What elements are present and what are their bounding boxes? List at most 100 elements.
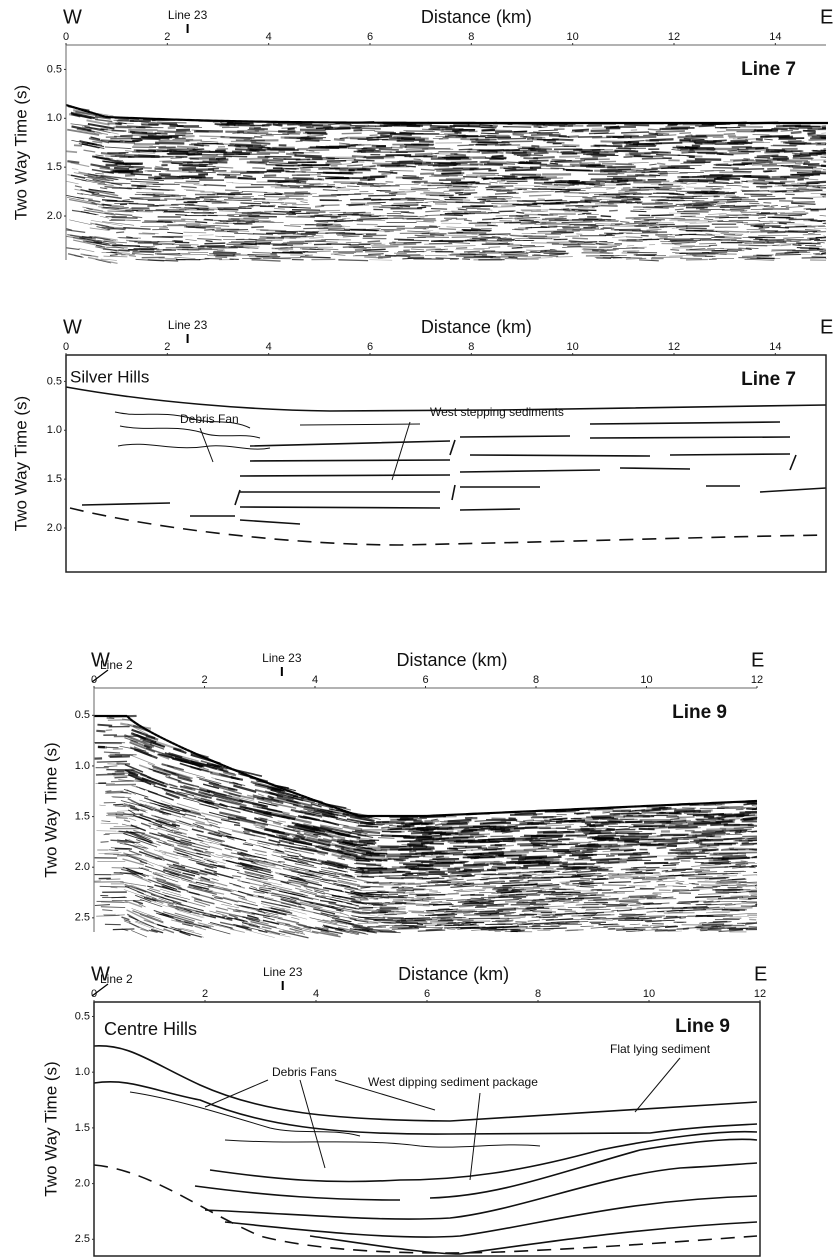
- reflector: [455, 193, 463, 194]
- reflector: [552, 900, 571, 901]
- reflector: [503, 150, 520, 151]
- reflector: [378, 846, 399, 847]
- reflector: [243, 176, 252, 177]
- reflector: [517, 844, 545, 845]
- reflector: [197, 239, 221, 240]
- reflector: [442, 824, 468, 825]
- reflector: [104, 752, 120, 753]
- reflector: [501, 838, 515, 839]
- reflector: [181, 176, 205, 177]
- reflector: [647, 911, 656, 912]
- reflector: [733, 160, 748, 161]
- reflector: [147, 886, 153, 887]
- reflector: [300, 202, 307, 203]
- reflector: [589, 867, 598, 868]
- reflector: [590, 859, 619, 860]
- reflector: [204, 219, 213, 220]
- reflector: [752, 805, 757, 806]
- reflector: [708, 817, 726, 818]
- seafloor: [289, 791, 292, 792]
- reflector: [640, 876, 659, 877]
- reflector: [391, 147, 403, 148]
- reflector: [596, 243, 614, 244]
- reflector: [88, 200, 100, 202]
- reflector: [360, 214, 375, 215]
- reflector: [88, 257, 118, 263]
- reflector: [232, 183, 253, 184]
- reflector: [562, 227, 579, 228]
- reflector: [411, 912, 434, 913]
- reflector: [371, 912, 388, 913]
- reflector: [616, 929, 637, 930]
- reflector: [183, 232, 206, 233]
- reflector: [249, 839, 279, 846]
- reflector: [185, 240, 196, 241]
- reflector: [430, 921, 453, 922]
- reflector: [464, 854, 485, 855]
- reflector: [528, 880, 551, 881]
- reflector: [409, 846, 427, 847]
- reflector: [225, 848, 233, 850]
- reflector: [95, 905, 110, 906]
- reflector: [197, 827, 220, 834]
- reflector: [742, 191, 769, 192]
- seafloor: [172, 743, 175, 744]
- reflector: [425, 215, 442, 216]
- reflector: [591, 879, 608, 880]
- seafloor: [169, 741, 172, 742]
- seafloor: [166, 740, 169, 741]
- reflector: [602, 851, 622, 852]
- reflector: [538, 906, 564, 907]
- reflector: [625, 191, 637, 192]
- reflector: [684, 813, 708, 814]
- reflector: [425, 202, 434, 203]
- reflector: [164, 929, 174, 933]
- seafloor: [202, 756, 205, 757]
- seafloor: [277, 786, 280, 787]
- reflector: [149, 828, 157, 830]
- reflector: [617, 910, 632, 911]
- reflector: [559, 216, 567, 217]
- reflector: [538, 146, 569, 147]
- reflector: [251, 227, 264, 228]
- reflector: [627, 199, 639, 200]
- reflector: [786, 207, 803, 208]
- seafloor: [295, 793, 298, 794]
- seafloor: [160, 737, 163, 739]
- reflector: [182, 817, 205, 824]
- seafloor: [298, 794, 301, 795]
- reflector: [172, 830, 187, 834]
- reflector: [254, 137, 262, 138]
- seafloor: [229, 768, 232, 769]
- reflector: [192, 829, 204, 832]
- reflector: [734, 903, 757, 904]
- reflector: [677, 881, 684, 882]
- seafloor: [280, 788, 283, 789]
- reflector: [116, 818, 128, 819]
- reflector: [634, 882, 651, 883]
- reflector: [436, 856, 444, 857]
- reflector: [555, 162, 582, 163]
- reflector: [665, 870, 685, 871]
- reflector: [576, 871, 597, 872]
- reflector: [495, 855, 504, 856]
- reflector: [106, 730, 112, 731]
- seafloor: [205, 758, 208, 759]
- reflector: [589, 133, 609, 134]
- reflector: [524, 191, 539, 192]
- reflector: [247, 895, 277, 901]
- reflector: [821, 253, 826, 254]
- reflector: [609, 882, 632, 883]
- reflector: [262, 927, 272, 929]
- reflector: [701, 834, 730, 835]
- reflector: [462, 206, 493, 207]
- reflector: [441, 221, 449, 222]
- reflector: [238, 891, 253, 896]
- reflector: [283, 242, 312, 243]
- reflector: [622, 914, 646, 915]
- reflector: [583, 249, 604, 250]
- reflector: [260, 237, 284, 238]
- reflector: [213, 167, 234, 168]
- reflector: [199, 789, 212, 792]
- reflector: [596, 861, 609, 862]
